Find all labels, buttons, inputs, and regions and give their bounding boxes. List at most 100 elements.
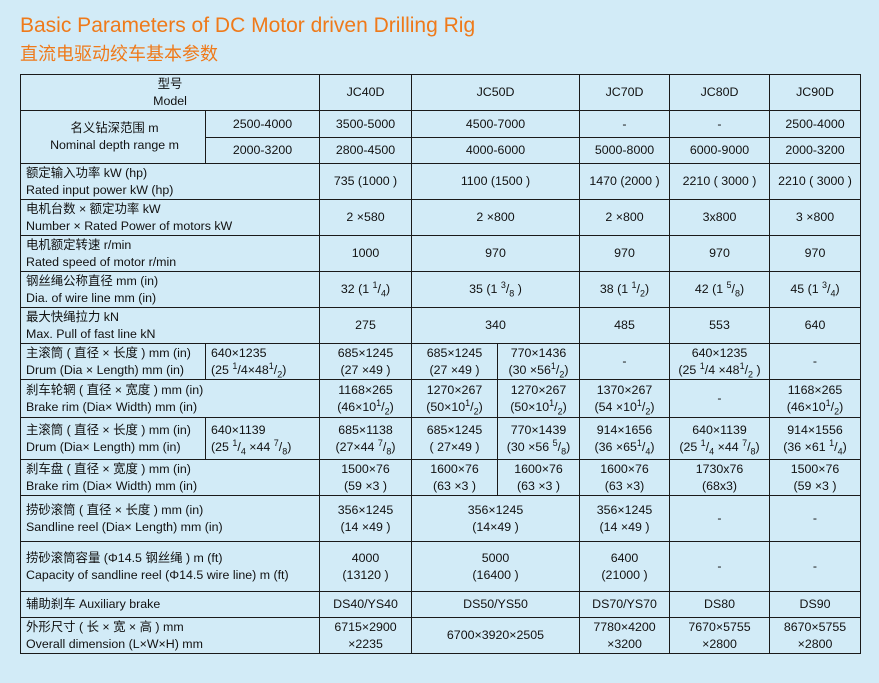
power-cell: 2210 ( 3000 ) [769, 163, 861, 200]
wire-cell: 32 (1 1/4) [319, 271, 412, 308]
capacity-label: 捞砂滚筒容量 (Φ14.5 钢丝绳 ) m (ft) Capacity of s… [20, 541, 320, 592]
power-cell: 2210 ( 3000 ) [669, 163, 770, 200]
model-jc40d: JC40D [319, 74, 412, 111]
parameters-table: 型号 Model JC40D JC50D JC70D JC80D JC90D 名… [20, 74, 861, 654]
drum1-cell: 640×1235 (25 1/4×481/2) [205, 343, 320, 380]
motors-cell: 3 ×800 [769, 199, 861, 236]
drum2-cell: 914×1656 (36 ×651/4) [579, 417, 670, 460]
pull-cell: 275 [319, 307, 412, 344]
wire-cell: 35 (1 3/8 ) [411, 271, 580, 308]
brake1-cell: 1270×267 (50×101/2) [411, 379, 498, 418]
capacity-cell: 5000 (16400 ) [411, 541, 580, 592]
capacity-cell: - [769, 541, 861, 592]
aux-label: 辅助刹车 Auxiliary brake [20, 591, 320, 618]
sandline-label: 捞砂滚筒 ( 直径 × 长度 ) mm (in) Sandline reel (… [20, 495, 320, 542]
brake2-label: 刹车盘 ( 直径 × 宽度 ) mm (in) Brake rim (Dia× … [20, 459, 320, 496]
brake1-cell: 1370×267 (54 ×101/2) [579, 379, 670, 418]
wire-label: 钢丝绳公称直径 mm (in) Dia. of wire line mm (in… [20, 271, 320, 308]
power-cell: 1100 (1500 ) [411, 163, 580, 200]
capacity-cell: - [669, 541, 770, 592]
sandline-cell: 356×1245 (14×49 ) [411, 495, 580, 542]
sandline-cell: 356×1245 (14 ×49 ) [579, 495, 670, 542]
depth-cell: 3500-5000 [319, 110, 412, 138]
speed-label: 电机额定转速 r/min Rated speed of motor r/min [20, 235, 320, 272]
brake1-cell: 1270×267 (50×101/2) [497, 379, 580, 418]
brake2-cell: 1730x76 (68x3) [669, 459, 770, 496]
wire-cell: 38 (1 1/2) [579, 271, 670, 308]
aux-cell: DS40/YS40 [319, 591, 412, 618]
drum1-cell: - [769, 343, 861, 380]
brake1-cell: 1168×265 (46×101/2) [319, 379, 412, 418]
dims-cell: 7670×5755 ×2800 [669, 617, 770, 654]
drum2-cell: 914×1556 (36 ×61 1/4) [769, 417, 861, 460]
capacity-row: 捞砂滚筒容量 (Φ14.5 钢丝绳 ) m (ft) Capacity of s… [20, 541, 861, 592]
brake2-cell: 1500×76 (59 ×3 ) [769, 459, 861, 496]
page-title: Basic Parameters of DC Motor driven Dril… [20, 14, 476, 37]
brake2-cell: 1600×76 (63 ×3) [579, 459, 670, 496]
drum2-cell: 685×1138 (27×44 7/8) [319, 417, 412, 460]
sandline-cell: - [769, 495, 861, 542]
drum2-label: 主滚筒 ( 直径 × 长度 ) mm (in) Drum (Dia× Lengt… [20, 417, 206, 460]
wire-cell: 45 (1 3/4) [769, 271, 861, 308]
depth-cell: 2000-3200 [769, 137, 861, 164]
pull-label: 最大快绳拉力 kN Max. Pull of fast line kN [20, 307, 320, 344]
model-header: 型号 Model [20, 74, 320, 111]
depth-cell: - [669, 110, 770, 138]
dims-cell: 6700×3920×2505 [411, 617, 580, 654]
depth-row-1: 名义钻深范围 m Nominal depth range m 2500-4000… [20, 110, 861, 164]
model-jc50d: JC50D [411, 74, 580, 111]
depth-label: 名义钻深范围 m Nominal depth range m [20, 110, 206, 164]
dims-cell: 6715×2900 ×2235 [319, 617, 412, 654]
speed-cell: 970 [411, 235, 580, 272]
speed-cell: 970 [579, 235, 670, 272]
sandline-cell: 356×1245 (14 ×49 ) [319, 495, 412, 542]
pull-row: 最大快绳拉力 kN Max. Pull of fast line kN 275 … [20, 307, 861, 344]
speed-cell: 970 [669, 235, 770, 272]
pull-cell: 485 [579, 307, 670, 344]
dims-cell: 8670×5755 ×2800 [769, 617, 861, 654]
pull-cell: 640 [769, 307, 861, 344]
depth-cell: 2800-4500 [319, 137, 412, 164]
power-cell: 1470 (2000 ) [579, 163, 670, 200]
pull-cell: 553 [669, 307, 770, 344]
depth-cell: 4000-6000 [411, 137, 580, 164]
wire-row: 钢丝绳公称直径 mm (in) Dia. of wire line mm (in… [20, 271, 861, 308]
speed-cell: 970 [769, 235, 861, 272]
aux-row: 辅助刹车 Auxiliary brake DS40/YS40 DS50/YS50… [20, 591, 861, 618]
brake2-cell: 1600×76 (63 ×3 ) [497, 459, 580, 496]
depth-cell: 2500-4000 [769, 110, 861, 138]
aux-cell: DS80 [669, 591, 770, 618]
brake2-cell: 1500×76 (59 ×3 ) [319, 459, 412, 496]
drum1-cell: 685×1245 (27 ×49 ) [319, 343, 412, 380]
drum1-label: 主滚筒 ( 直径 × 长度 ) mm (in) Drum (Dia × Leng… [20, 343, 206, 380]
depth-cell: 2500-4000 [205, 110, 320, 138]
depth-cell: 2000-3200 [205, 137, 320, 164]
brake1-cell: - [669, 379, 770, 418]
drum2-row: 主滚筒 ( 直径 × 长度 ) mm (in) Drum (Dia× Lengt… [20, 417, 861, 460]
sandline-cell: - [669, 495, 770, 542]
drum1-cell: 640×1235 (25 1/4 ×481/2 ) [669, 343, 770, 380]
depth-row-2: 2000-3200 2800-4500 4000-6000 5000-8000 … [21, 137, 861, 164]
brake2-row: 刹车盘 ( 直径 × 宽度 ) mm (in) Brake rim (Dia× … [20, 459, 861, 496]
motors-row: 电机台数 × 额定功率 kW Number × Rated Power of m… [20, 199, 861, 236]
brake2-cell: 1600×76 (63 ×3 ) [411, 459, 498, 496]
power-row: 额定输入功率 kW (hp) Rated input power kW (hp)… [20, 163, 861, 200]
dims-cell: 7780×4200 ×3200 [579, 617, 670, 654]
dims-row: 外形尺寸 ( 长 × 宽 × 高 ) mm Overall dimension … [20, 617, 861, 654]
depth-cell: - [579, 110, 670, 138]
drum2-cell: 685×1245 ( 27×49 ) [411, 417, 498, 460]
aux-cell: DS70/YS70 [579, 591, 670, 618]
aux-cell: DS90 [769, 591, 861, 618]
power-label: 额定输入功率 kW (hp) Rated input power kW (hp) [20, 163, 320, 200]
drum1-row: 主滚筒 ( 直径 × 长度 ) mm (in) Drum (Dia × Leng… [20, 343, 861, 380]
drum2-cell: 640×1139 (25 1/4 ×44 7/8) [205, 417, 320, 460]
depth-cell: 4500-7000 [411, 110, 580, 138]
model-jc90d: JC90D [769, 74, 861, 111]
brake1-cell: 1168×265 (46×101/2) [769, 379, 861, 418]
header-row: 型号 Model JC40D JC50D JC70D JC80D JC90D [20, 74, 861, 111]
pull-cell: 340 [411, 307, 580, 344]
drum1-cell: 770×1436 (30 ×561/2) [497, 343, 580, 380]
capacity-cell: 6400 (21000 ) [579, 541, 670, 592]
drum2-cell: 640×1139 (25 1/4 ×44 7/8) [669, 417, 770, 460]
power-cell: 735 (1000 ) [319, 163, 412, 200]
